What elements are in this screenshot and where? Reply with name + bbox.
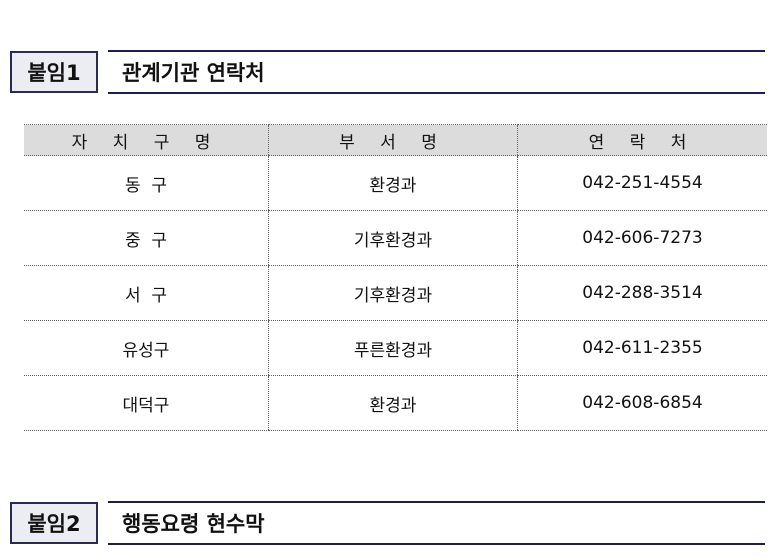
department: 기후환경과 (268, 265, 518, 321)
department: 푸른환경과 (268, 320, 518, 376)
department: 기후환경과 (268, 210, 518, 266)
table-row: 대덕구 환경과 042-608-6854 (24, 375, 767, 431)
attachment-2-tag: 붙임2 (10, 502, 98, 544)
table-header-row: 자 치 구 명 부 서 명 연 락 처 (24, 124, 767, 156)
phone: 042-611-2355 (517, 320, 767, 376)
table-row: 유성구 푸른환경과 042-611-2355 (24, 320, 767, 376)
phone: 042-606-7273 (517, 210, 767, 266)
department: 환경과 (268, 375, 518, 431)
attachment-2-title: 행동요령 현수막 (108, 501, 765, 545)
header-contact: 연 락 처 (517, 124, 767, 156)
header-department: 부 서 명 (268, 124, 518, 156)
department: 환경과 (268, 155, 518, 211)
table-row: 서 구 기후환경과 042-288-3514 (24, 265, 767, 321)
district: 유성구 (24, 320, 269, 376)
phone: 042-288-3514 (517, 265, 767, 321)
attachment-1-title: 관계기관 연락처 (108, 50, 765, 94)
table-row: 동 구 환경과 042-251-4554 (24, 155, 767, 211)
phone: 042-608-6854 (517, 375, 767, 431)
phone: 042-251-4554 (517, 155, 767, 211)
district: 동 구 (24, 155, 269, 211)
district: 서 구 (24, 265, 269, 321)
contact-table: 자 치 구 명 부 서 명 연 락 처 동 구 환경과 042-251-4554 중… (24, 124, 767, 431)
attachment-1-tag: 붙임1 (10, 51, 98, 93)
district: 대덕구 (24, 375, 269, 431)
table-row: 중 구 기후환경과 042-606-7273 (24, 210, 767, 266)
header-district: 자 치 구 명 (24, 124, 269, 156)
district: 중 구 (24, 210, 269, 266)
